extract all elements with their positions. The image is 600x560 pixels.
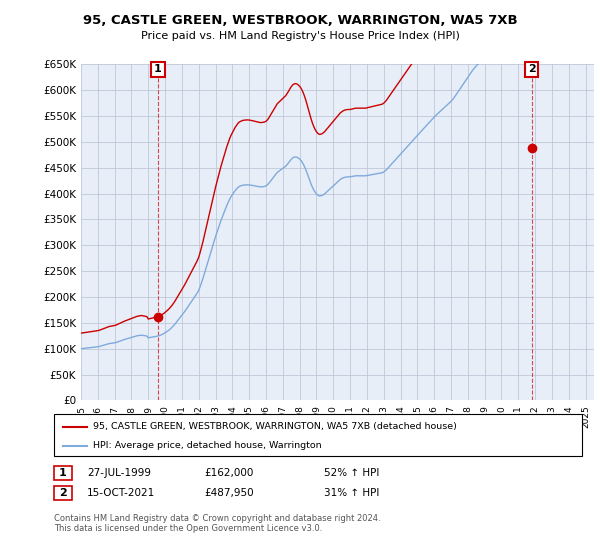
- Text: 95, CASTLE GREEN, WESTBROOK, WARRINGTON, WA5 7XB: 95, CASTLE GREEN, WESTBROOK, WARRINGTON,…: [83, 14, 517, 27]
- Text: 27-JUL-1999: 27-JUL-1999: [87, 468, 151, 478]
- Text: 1: 1: [59, 468, 67, 478]
- Text: 95, CASTLE GREEN, WESTBROOK, WARRINGTON, WA5 7XB (detached house): 95, CASTLE GREEN, WESTBROOK, WARRINGTON,…: [93, 422, 457, 432]
- Text: 15-OCT-2021: 15-OCT-2021: [87, 488, 155, 498]
- Text: Contains HM Land Registry data © Crown copyright and database right 2024.
This d: Contains HM Land Registry data © Crown c…: [54, 514, 380, 534]
- Text: HPI: Average price, detached house, Warrington: HPI: Average price, detached house, Warr…: [93, 441, 322, 450]
- Text: 2: 2: [59, 488, 67, 498]
- Text: £162,000: £162,000: [204, 468, 253, 478]
- Text: £487,950: £487,950: [204, 488, 254, 498]
- Text: Price paid vs. HM Land Registry's House Price Index (HPI): Price paid vs. HM Land Registry's House …: [140, 31, 460, 41]
- Text: 31% ↑ HPI: 31% ↑ HPI: [324, 488, 379, 498]
- Text: 2: 2: [528, 64, 535, 74]
- Text: 52% ↑ HPI: 52% ↑ HPI: [324, 468, 379, 478]
- Text: 1: 1: [154, 64, 162, 74]
